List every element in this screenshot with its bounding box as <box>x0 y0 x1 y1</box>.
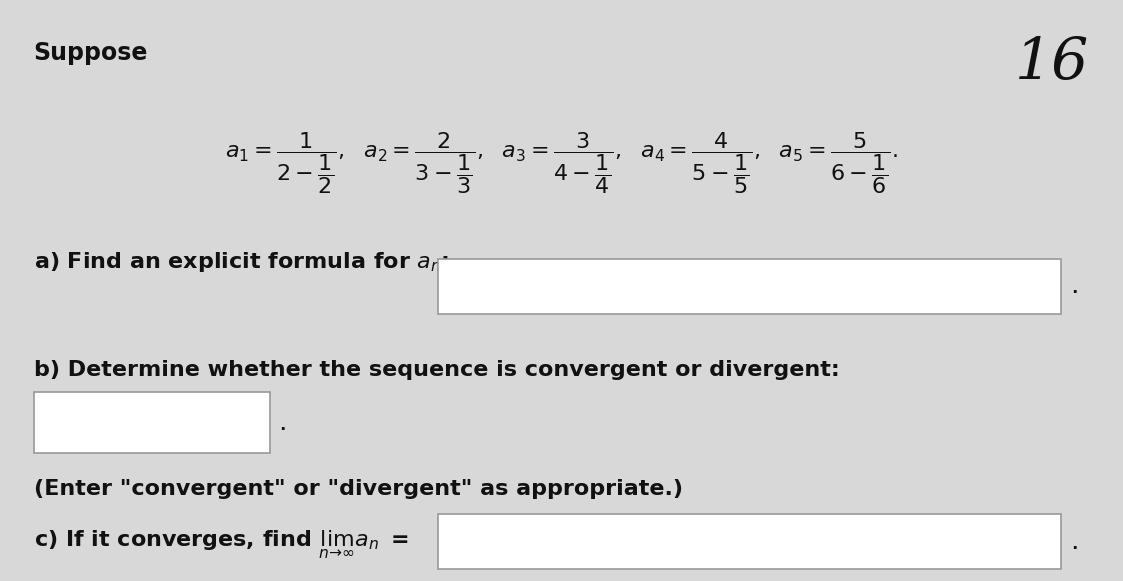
Text: .: . <box>279 410 287 436</box>
Text: b) Determine whether the sequence is convergent or divergent:: b) Determine whether the sequence is con… <box>34 360 839 380</box>
Text: c) If it converges, find $\lim_{n \to \infty} a_n$ =: c) If it converges, find $\lim_{n \to \i… <box>34 529 409 561</box>
Text: (Enter "convergent" or "divergent" as appropriate.): (Enter "convergent" or "divergent" as ap… <box>34 479 683 499</box>
Text: .: . <box>1070 273 1079 299</box>
FancyBboxPatch shape <box>34 392 270 453</box>
Text: a) Find an explicit formula for $a_n$:: a) Find an explicit formula for $a_n$: <box>34 250 449 274</box>
Text: 16: 16 <box>1015 35 1089 91</box>
FancyBboxPatch shape <box>438 259 1061 314</box>
Text: $a_1 = \dfrac{1}{2 - \dfrac{1}{2}},\ \ a_2 = \dfrac{2}{3 - \dfrac{1}{3}},\ \ a_3: $a_1 = \dfrac{1}{2 - \dfrac{1}{2}},\ \ a… <box>225 130 898 196</box>
Text: Suppose: Suppose <box>34 41 148 64</box>
Text: .: . <box>1070 529 1079 555</box>
FancyBboxPatch shape <box>438 514 1061 569</box>
